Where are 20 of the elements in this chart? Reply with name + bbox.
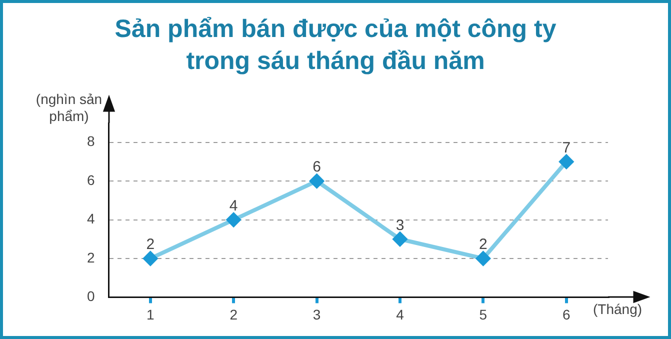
x-axis-title: (Tháng): [593, 301, 642, 317]
x-tick-label: 6: [562, 306, 570, 322]
data-label: 4: [229, 197, 238, 214]
data-label: 6: [312, 158, 321, 176]
y-axis-title: (nghìn sản phẩm): [34, 91, 104, 125]
y-tick-label: 4: [86, 210, 95, 227]
y-tick-label: 6: [86, 172, 95, 188]
x-tick-label: 2: [230, 306, 238, 322]
data-label: 7: [562, 139, 571, 156]
y-tick-label: 8: [86, 133, 95, 150]
x-tick-label: 3: [312, 306, 321, 322]
data-label: 2: [146, 236, 155, 254]
chart-title: Sản phẩm bán được của một công ty trong sáu tháng đầu năm: [114, 14, 558, 77]
x-tick-label: 1: [146, 306, 154, 322]
y-tick-label: 0: [86, 288, 95, 304]
x-tick-label: 5: [479, 306, 488, 322]
x-tick-label: 4: [396, 306, 404, 322]
y-tick-label: 2: [86, 249, 95, 266]
data-label: 3: [396, 216, 404, 234]
data-label: 2: [479, 236, 488, 254]
